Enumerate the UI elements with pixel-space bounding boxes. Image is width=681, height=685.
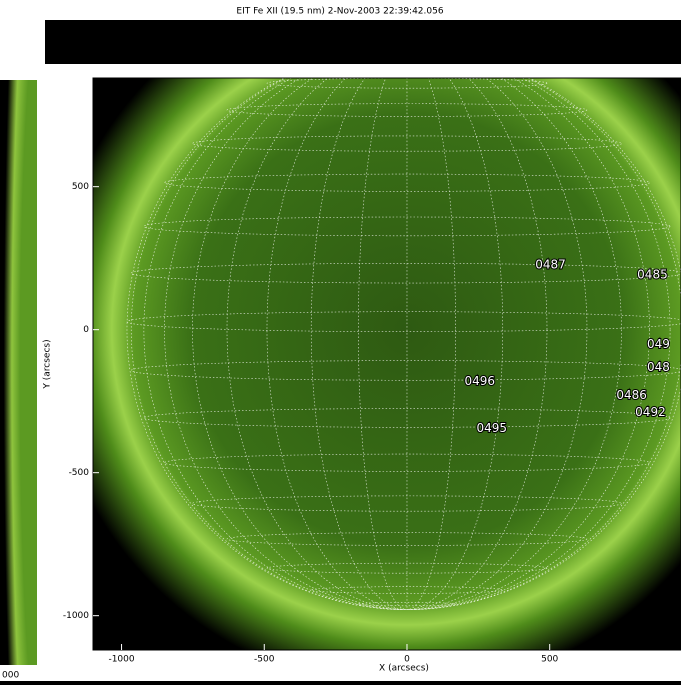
region-label: 0485: [637, 267, 668, 281]
region-label: 049: [647, 337, 670, 351]
latitude-line: [143, 408, 671, 428]
latitude-line: [192, 135, 622, 152]
latitude-line: [164, 453, 650, 472]
latitude-line: [164, 173, 650, 192]
latitude-line: [226, 532, 588, 546]
longitude-line: [266, 78, 548, 610]
y-tick-label: -1000: [63, 611, 89, 621]
latitude-line: [126, 311, 681, 332]
back-image: [45, 20, 681, 64]
region-label: 0486: [616, 388, 647, 402]
limb: [126, 78, 681, 610]
region-label: 0487: [535, 257, 566, 271]
plot-area: 0487 0485 049 048 0496 0486 0492 0495: [93, 78, 681, 650]
x-tick-label: -1000: [108, 655, 134, 665]
left-window-image: [0, 80, 37, 665]
region-label: 0492: [635, 405, 666, 419]
plot-frame: [92, 77, 681, 651]
title-bar: [0, 0, 681, 20]
x-axis-label: X (arcsecs): [379, 664, 429, 674]
longitude-line: [164, 78, 650, 610]
x-tick-label: 500: [541, 655, 558, 665]
region-label: 0496: [464, 374, 495, 388]
longitude-line: [131, 78, 681, 610]
latitude-line: [192, 495, 622, 512]
latitude-line: [226, 103, 588, 117]
latitude-line: [266, 562, 548, 574]
y-tick-label: -500: [69, 468, 90, 478]
title: EIT Fe XII (19.5 nm) 2-Nov-2003 22:39:42…: [236, 7, 443, 17]
left-tick: 000: [2, 671, 19, 681]
region-label: 048: [647, 360, 670, 374]
longitude-line: [143, 78, 671, 610]
left-window-axis: [0, 665, 37, 681]
back-tick: 1000: [49, 41, 72, 51]
x-tick-label: 0: [404, 655, 410, 665]
y-tick-label: 500: [72, 182, 89, 192]
x-tick-label: -500: [254, 655, 275, 665]
y-tick-label: 0: [83, 325, 89, 335]
region-label: 0495: [476, 421, 507, 435]
y-axis-label: Y (arcsecs): [43, 339, 53, 389]
